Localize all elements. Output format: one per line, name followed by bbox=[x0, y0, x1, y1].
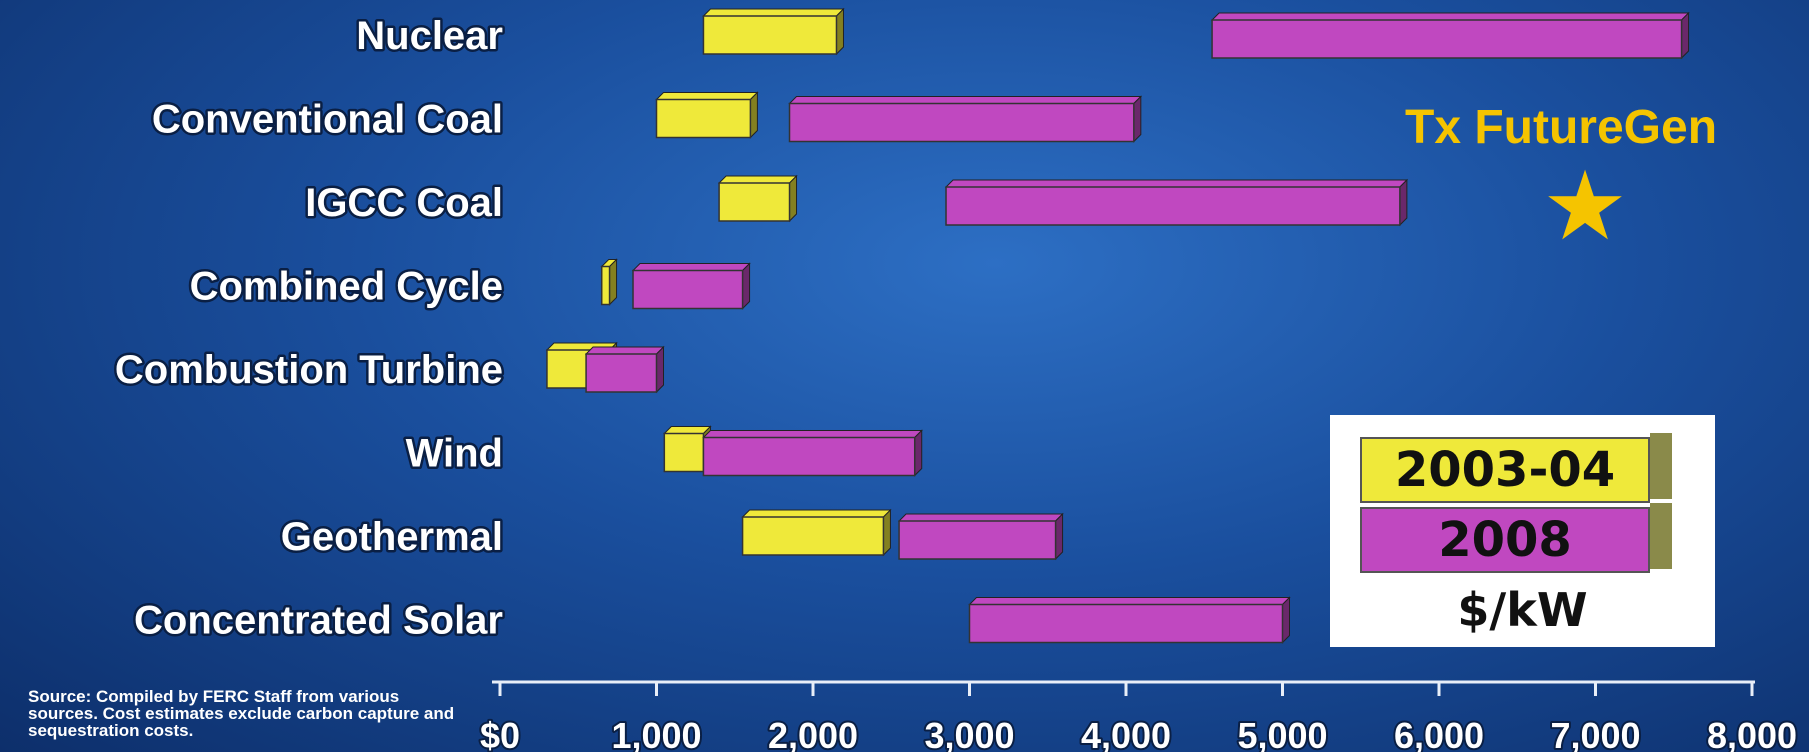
bar-top-face bbox=[944, 179, 1409, 188]
bar-side-face bbox=[1133, 95, 1142, 143]
legend-item-2008: 2008 bbox=[1360, 507, 1650, 573]
x-tick-label: 7,000 bbox=[1550, 715, 1640, 752]
bar-2003-04-combined-cycle bbox=[600, 265, 611, 306]
bar-2008-nuclear bbox=[1211, 19, 1683, 59]
bar-side-face bbox=[1055, 512, 1064, 561]
bar-side-face bbox=[749, 91, 758, 139]
bar-side-face bbox=[835, 7, 844, 56]
bar-top-face bbox=[1210, 12, 1690, 21]
bar-top-face bbox=[968, 597, 1291, 605]
x-tick-label: 8,000 bbox=[1707, 715, 1797, 752]
x-tick-label: 4,000 bbox=[1081, 715, 1171, 752]
bar-top-face bbox=[788, 96, 1143, 104]
source-note: Source: Compiled by FERC Staff from vari… bbox=[28, 687, 455, 740]
x-tick-label: $0 bbox=[480, 715, 520, 752]
bar-top-face bbox=[702, 8, 845, 17]
bar-top-face bbox=[702, 430, 923, 438]
bar-side-face bbox=[1399, 178, 1408, 227]
x-tick-label: 2,000 bbox=[768, 715, 858, 752]
category-label: Geothermal bbox=[281, 515, 503, 559]
bar-side-face bbox=[789, 174, 798, 223]
bar-2008-combined-cycle bbox=[632, 269, 744, 310]
bar-2008-geothermal bbox=[898, 520, 1057, 560]
bar-side-face bbox=[742, 262, 751, 310]
category-label: Nuclear bbox=[356, 14, 503, 58]
bar-2008-concentrated-solar bbox=[968, 603, 1284, 644]
legend-bar-side bbox=[1650, 433, 1672, 499]
category-label: Combustion Turbine bbox=[115, 348, 503, 392]
bar-2008-conventional-coal bbox=[788, 102, 1135, 143]
bar-2008-wind bbox=[702, 436, 916, 477]
bar-2008-combustion-turbine bbox=[585, 353, 658, 393]
bar-2008-igcc-coal bbox=[945, 186, 1401, 226]
category-label: IGCC Coal bbox=[305, 181, 503, 225]
x-tick-label: 5,000 bbox=[1237, 715, 1327, 752]
bar-top-face bbox=[741, 509, 892, 518]
legend: 2003-04 2008 $/kW bbox=[1330, 415, 1715, 647]
bar-top-face bbox=[897, 513, 1064, 522]
category-label: Combined Cycle bbox=[190, 265, 503, 309]
bar-side-face bbox=[1282, 596, 1290, 644]
bar-2003-04-geothermal bbox=[741, 516, 885, 556]
bar-top-face bbox=[717, 175, 798, 184]
tx-futuregen-label: Tx FutureGen bbox=[1405, 101, 1718, 154]
x-tick-label: 3,000 bbox=[924, 715, 1014, 752]
category-label: Conventional Coal bbox=[152, 98, 503, 142]
legend-bar-side bbox=[1650, 503, 1672, 569]
bar-2003-04-nuclear bbox=[702, 15, 838, 55]
x-tick-label: 1,000 bbox=[611, 715, 701, 752]
legend-unit: $/kW bbox=[1457, 583, 1588, 637]
bar-side-face bbox=[914, 429, 923, 477]
bar-side-face bbox=[882, 508, 891, 557]
category-label: Concentrated Solar bbox=[134, 599, 503, 643]
bar-side-face bbox=[656, 345, 664, 394]
bar-top-face bbox=[584, 346, 665, 355]
bar-top-face bbox=[655, 92, 759, 100]
bar-side-face bbox=[1681, 11, 1690, 60]
legend-item-2003-04: 2003-04 bbox=[1360, 437, 1650, 503]
category-label: Wind bbox=[406, 432, 503, 476]
star-icon: ★ bbox=[1542, 150, 1629, 262]
bar-top-face bbox=[663, 426, 712, 434]
bar-top-face bbox=[631, 263, 751, 271]
bar-side-face bbox=[609, 258, 618, 306]
x-tick-label: 6,000 bbox=[1394, 715, 1484, 752]
bar-2003-04-igcc-coal bbox=[718, 182, 791, 222]
bar-2003-04-wind bbox=[663, 432, 705, 473]
bar-2003-04-conventional-coal bbox=[655, 98, 752, 139]
